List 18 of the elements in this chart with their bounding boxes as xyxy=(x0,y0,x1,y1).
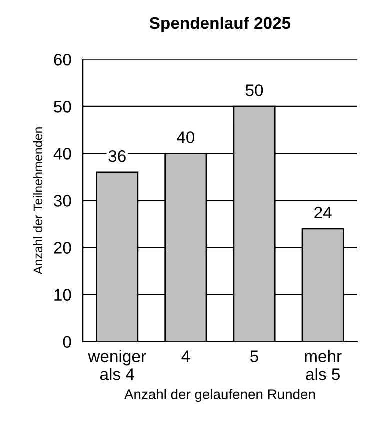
x-tick-label: weniger als 4 xyxy=(88,350,146,380)
y-axis-title: Anzahl der Teilnehmenden xyxy=(33,128,43,275)
y-tick-label: 50 xyxy=(54,101,72,113)
x-tick-label: 5 xyxy=(250,350,258,362)
x-axis-title: Anzahl der gelaufenen Runden xyxy=(124,389,316,402)
data-label: 50 xyxy=(246,84,264,96)
chart-title: Spendenlauf 2025 xyxy=(150,16,291,32)
data-label: 36 xyxy=(108,150,126,162)
y-tick-label: 40 xyxy=(54,148,72,160)
y-tick-label: 20 xyxy=(54,242,72,254)
y-tick-label: 60 xyxy=(54,54,72,66)
y-tick-label: 0 xyxy=(63,336,72,348)
x-tick-label: 4 xyxy=(182,350,190,362)
data-label: 24 xyxy=(314,206,332,219)
y-tick-label: 30 xyxy=(54,195,72,207)
x-tick-label: mehr als 5 xyxy=(305,350,342,380)
y-tick-label: 10 xyxy=(54,289,72,301)
data-label: 40 xyxy=(177,132,195,144)
